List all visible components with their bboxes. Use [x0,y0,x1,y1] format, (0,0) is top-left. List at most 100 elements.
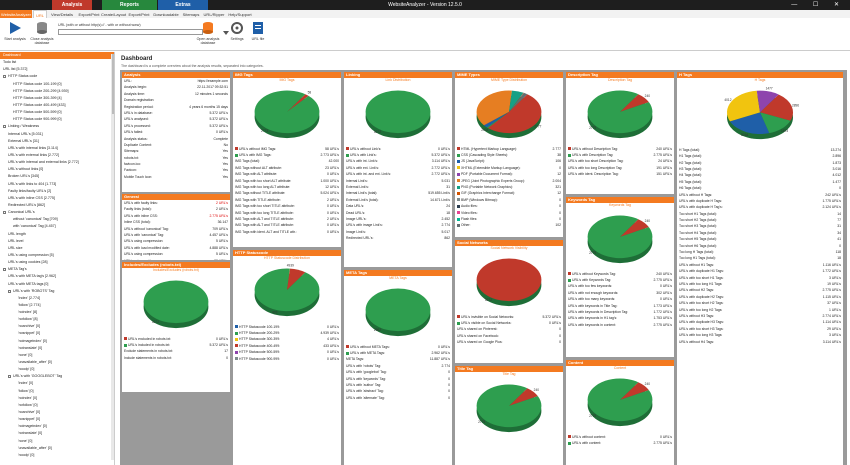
row-value: 58 URL's [325,146,339,151]
sidebar-item[interactable]: HTTP Status code 500-599 [0] [0,109,114,116]
sidebar-item[interactable]: 'noindex' [0] [0,395,114,402]
sidebar-item[interactable]: Linking / Weakness [0,123,114,130]
sidebar-item[interactable]: URL's with internal and external links [… [0,159,114,166]
data-row: URL's with duplicate H Tags: 1.775 URL's [677,198,843,204]
sidebar-item[interactable]: 'index' [0] [0,380,114,387]
menu-tab[interactable]: URL [33,10,47,18]
sidebar-item[interactable]: URL's with 'GOOGLEBOT' Tag [0,373,114,380]
url-dropdown-button[interactable] [222,30,230,37]
tree-toggle-icon[interactable] [3,211,6,215]
sidebar-item[interactable]: 'noarchive' [0] [0,323,114,330]
sidebar-item[interactable]: 'follow' [2.774] [0,302,114,309]
tree-toggle-icon[interactable] [3,125,6,129]
sidebar-item[interactable]: URL's with external links [2.772] [0,152,114,159]
sidebar-item[interactable]: URL list [5.372] [0,66,114,73]
sidebar-item[interactable]: 'noarchive' [0] [0,409,114,416]
menu-tab[interactable]: WebsiteAnalyzer [0,10,32,18]
sidebar-item[interactable]: META Tag's [0,266,114,273]
open-analysis-button[interactable]: Open analysis database [193,21,223,45]
sidebar-item[interactable]: URL's with inline CSS [2.775] [0,195,114,202]
tree-toggle-icon[interactable] [3,268,6,272]
sidebar-item[interactable]: HTTP Status code 300-399 [4] [0,95,114,102]
row-label: HTTP Statuscode 500-599: [239,350,281,355]
sidebar-item[interactable]: Dashboard [0,52,114,60]
sidebar-item[interactable]: HTTP Status code 100-199 [0] [0,81,114,88]
tree-toggle-icon[interactable] [8,375,11,379]
sidebar-item[interactable]: URL's with links to 404 [1.773] [0,181,114,188]
sidebar-item[interactable]: URL's without links [0] [0,166,114,173]
legend-swatch [457,223,460,227]
row-value: 14.671 Link's [430,197,450,202]
sidebar-item[interactable]: 'nofollow' [8] [0,316,114,323]
sidebar-item[interactable]: 'none' [0] [0,352,114,359]
legend-swatch [568,435,571,439]
sidebar-item[interactable]: 'index' [2.774] [0,295,114,302]
sidebar-item-label: 'none' [0] [18,438,33,443]
sidebar-item[interactable]: URL's using cookies [28] [0,259,114,266]
url-input[interactable] [58,29,203,35]
menu-tab[interactable]: View/Details [51,12,73,17]
close-analysis-button[interactable]: Close analysis database [28,21,56,45]
context-tab[interactable]: Analysis [52,0,92,10]
sidebar-item[interactable]: 'noodp' [0] [0,366,114,373]
sidebar-item[interactable]: URL's using compression [5] [0,252,114,259]
sidebar-item[interactable]: without 'canonical' Tag [709] [0,216,114,223]
sidebar-item[interactable]: Internal URL's [5.031] [0,131,114,138]
context-tab[interactable]: Reports [102,0,157,10]
sidebar-item[interactable]: 'none' [0] [0,438,114,445]
row-label: URL's with Link's: [350,153,377,158]
window-controls[interactable]: — ☐ ✕ [791,2,846,8]
sidebar-item[interactable]: HTTP Status code 400-499 [433] [0,102,114,109]
menu-tab[interactable]: Create/Layout [101,12,127,17]
sidebar-item[interactable]: External URL's [31] [0,138,114,145]
sidebar-item-label: 'nosnippet' [0] [18,417,40,422]
scrollbar-thumb[interactable] [111,54,114,114]
sidebar-item[interactable]: 'notranslate' [0] [0,345,114,352]
sidebar-item[interactable]: URL's with META tags [0] [0,281,114,288]
sidebar-scrollbar[interactable] [111,54,114,460]
sidebar-item[interactable]: 'nosnippet' [0] [0,416,114,423]
sidebar-item[interactable]: HTTP Status code 200-299 [4.939] [0,88,114,95]
sidebar-item[interactable]: with 'canonical' Tag [4.457] [0,223,114,230]
sidebar-item[interactable]: Faulty links/faulty URL's [2] [0,188,114,195]
data-row: URL's without META Tags: 0 URL's [344,344,452,350]
sidebar-item[interactable]: URL's with 'ROBOTS' Tag [0,288,114,295]
sidebar-item[interactable]: 'follow' [0] [0,388,114,395]
row-label: Analysis status: [124,136,148,141]
sidebar-item[interactable]: 'unavailable_after' [0] [0,359,114,366]
context-tab[interactable]: Extras [158,0,208,10]
menu-tab[interactable]: Downloadable [153,12,179,17]
sidebar-item[interactable]: Todo list [0,59,114,66]
settings-button[interactable]: Settings [227,21,247,41]
sidebar-item[interactable]: 'noindex' [8] [0,309,114,316]
sidebar-item[interactable]: 'noimageindex' [0] [0,338,114,345]
sidebar-item[interactable]: 'noodp' [0] [0,452,114,459]
sidebar-item[interactable]: 'noimageindex' [0] [0,423,114,430]
sidebar-item[interactable]: HTTP Status code [0,73,114,80]
sidebar-item[interactable]: URL size [0,245,114,252]
start-analysis-button[interactable]: Start analysis [3,21,27,41]
sidebar-item[interactable]: Redirected URL's [862] [0,202,114,209]
menu-tab[interactable]: Sitemaps [182,12,200,17]
menu-tab[interactable]: Help/Support [228,12,252,17]
menu-tab[interactable]: Export/Print [128,12,150,17]
sidebar-item[interactable]: 'unavailable_after' [0] [0,445,114,452]
sidebar-item[interactable]: URL level [0,238,114,245]
menu-tab[interactable]: Export/Print [78,12,100,17]
chart-title: Content [613,366,627,370]
url-file-button[interactable]: URL file [249,21,267,41]
tree-toggle-icon[interactable] [3,75,6,79]
row-value: 0 [559,216,561,221]
sidebar-item[interactable]: URL's with META tag's [2.962] [0,273,114,280]
sidebar-item[interactable]: URL's with internal links [3.114] [0,145,114,152]
menu-tab[interactable]: URL/Ripper [203,12,225,17]
sidebar-item[interactable]: HTTP Status code 900-999 [0] [0,116,114,123]
sidebar-item[interactable]: URL length [0,231,114,238]
chevron-down-icon [223,31,229,35]
sidebar-item[interactable]: 'nosnippet' [0] [0,330,114,337]
tree-toggle-icon[interactable] [8,289,11,293]
sidebar-item[interactable]: Canonical URL's [0,209,114,216]
sidebar-item[interactable]: Broken URL's [345] [0,173,114,180]
sidebar-item[interactable]: 'nofollow' [0] [0,402,114,409]
sidebar-item[interactable]: 'notranslate' [0] [0,430,114,437]
